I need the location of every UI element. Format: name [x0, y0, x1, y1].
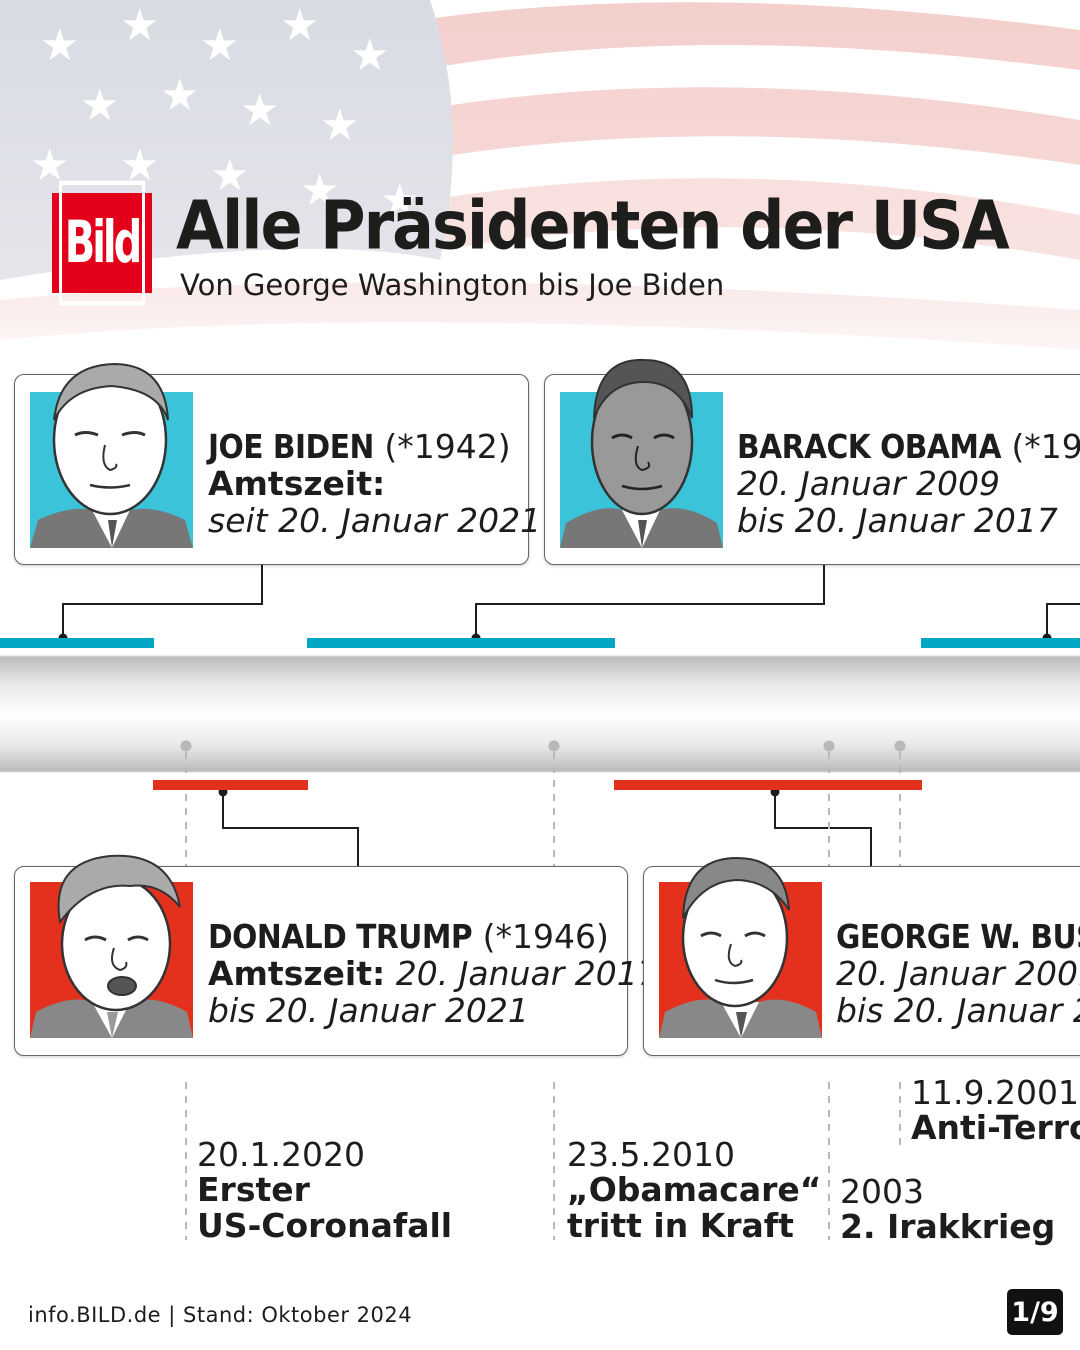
term-dates: seit 20. Januar 2021	[208, 501, 542, 540]
event-line: Erster	[197, 1170, 310, 1209]
page-indicator: 1/9	[1007, 1289, 1063, 1335]
event-line: US-Coronafall	[197, 1206, 453, 1245]
president-born: (*1946)	[482, 917, 609, 956]
event-date-corona: 20.1.2020	[197, 1135, 365, 1174]
portrait-bush	[659, 856, 822, 1038]
page-subtitle: Von George Washington bis Joe Biden	[180, 268, 725, 302]
obama-text: BARACK OBAMA (*1961) 20. Januar 2009 bis…	[737, 428, 1080, 539]
term-bar-obama	[307, 638, 615, 648]
event-date-911: 11.9.2001	[911, 1073, 1079, 1112]
portrait-trump	[30, 854, 193, 1038]
term-dates-end: bis 20. Januar 2021	[208, 991, 529, 1030]
bild-logo-text: Bild	[59, 180, 145, 306]
biden-text: JOE BIDEN (*1942) Amtszeit: seit 20. Jan…	[208, 428, 541, 539]
event-date-obamacare: 23.5.2010	[567, 1135, 735, 1174]
term-bar-biden	[0, 638, 154, 648]
term-dates: 20. Januar 2009	[737, 464, 1001, 503]
event-text-911: Anti-Terror	[911, 1110, 1080, 1146]
term-bar-trump	[153, 780, 308, 790]
term-dates: 20. Januar 2001	[836, 954, 1080, 993]
event-text-irak: 2. Irakkrieg	[840, 1209, 1055, 1245]
event-line: tritt in Kraft	[567, 1206, 794, 1245]
bild-logo: Bild	[52, 180, 152, 306]
bush-text: GEORGE W. BUSH 20. Januar 2001 bis 20. J…	[836, 918, 1080, 1029]
footer-source: info.BILD.de | Stand: Oktober 2024	[28, 1303, 413, 1327]
event-line: „Obamacare“	[567, 1170, 822, 1209]
event-line: 2. Irakkrieg	[840, 1207, 1056, 1246]
term-label: Amtszeit:	[208, 464, 386, 503]
term-bar-bush	[614, 780, 922, 790]
president-born: (*1942)	[384, 427, 511, 466]
event-line: Anti-Terror	[911, 1108, 1080, 1147]
trump-text: DONALD TRUMP (*1946) Amtszeit: 20. Janua…	[208, 918, 659, 1029]
president-name: GEORGE W. BUSH	[836, 917, 1080, 956]
term-dates: 20. Januar 2017	[395, 954, 659, 993]
timeline-band	[0, 655, 1080, 775]
term-bar-clinton	[921, 638, 1080, 648]
event-text-corona: Erster US-Coronafall	[197, 1172, 452, 1244]
president-name: BARACK OBAMA	[737, 427, 1001, 466]
term-dates-end: bis 20. Januar 2009	[836, 991, 1080, 1030]
portrait-obama	[560, 358, 723, 548]
president-name: JOE BIDEN	[208, 427, 374, 466]
event-text-obamacare: „Obamacare“ tritt in Kraft	[567, 1172, 821, 1244]
term-label: Amtszeit:	[208, 954, 386, 993]
portrait-biden	[30, 362, 193, 548]
president-born: (*1961)	[1011, 427, 1080, 466]
event-date-irak: 2003	[840, 1172, 924, 1211]
president-name: DONALD TRUMP	[208, 917, 473, 956]
page-title: Alle Präsidenten der USA	[176, 186, 1010, 265]
term-dates-end: bis 20. Januar 2017	[737, 501, 1058, 540]
